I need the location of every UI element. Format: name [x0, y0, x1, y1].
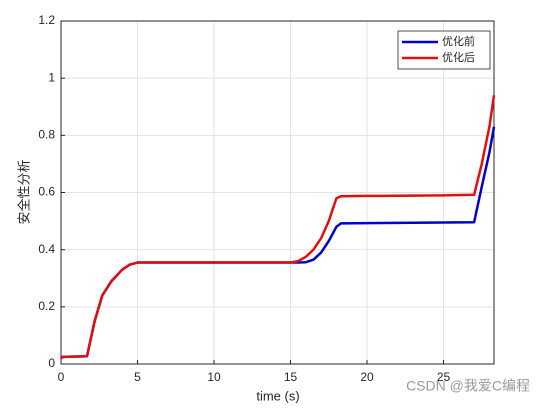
y-tick-label: 0.6	[38, 185, 55, 199]
watermark: CSDN @我爱C编程	[406, 378, 530, 394]
y-axis-label: 安全性分析	[17, 159, 33, 224]
legend-label: 优化前	[442, 34, 475, 48]
y-tick-label: 1.2	[38, 13, 55, 27]
axes-box	[60, 20, 495, 365]
x-tick-label: 5	[134, 370, 141, 384]
x-tick-label: 0	[58, 370, 65, 384]
y-tick-label: 1	[48, 70, 55, 84]
x-axis-label: time (s)	[256, 388, 299, 403]
y-tick-label: 0	[48, 356, 55, 370]
legend-box	[397, 30, 491, 70]
y-tick-label: 0.2	[38, 299, 55, 313]
x-tick-label: 20	[360, 370, 374, 384]
y-tick-label: 0.8	[38, 128, 55, 142]
legend-label: 优化后	[442, 50, 475, 64]
x-tick-label: 10	[207, 370, 221, 384]
data-line	[60, 95, 496, 360]
y-tick-label: 0.4	[38, 242, 55, 256]
x-tick-label: 15	[284, 370, 298, 384]
x-tick-label: 25	[437, 370, 451, 384]
